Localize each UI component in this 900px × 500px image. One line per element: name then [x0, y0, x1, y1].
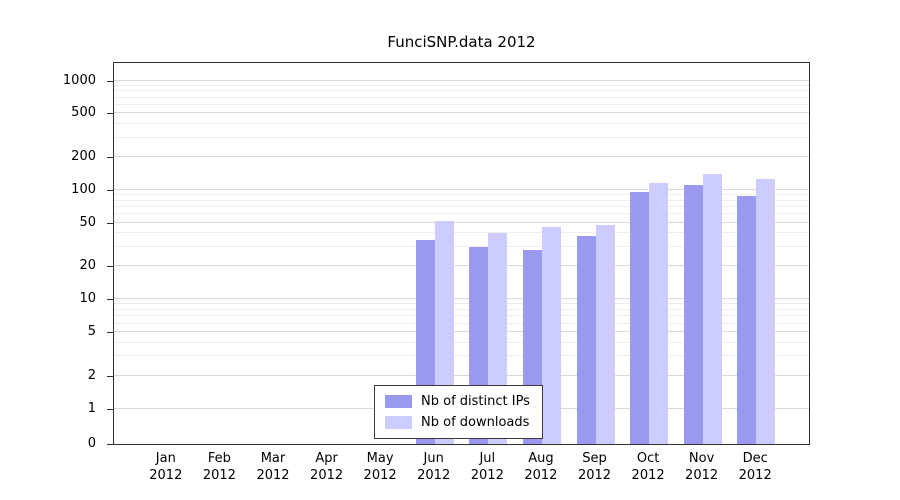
- y-tick-mark: [107, 332, 113, 334]
- y-tick-label: 50: [79, 214, 96, 230]
- y-tick-label: 100: [71, 181, 96, 197]
- bar-distinct-ips: [737, 195, 757, 444]
- chart-title: FunciSNP.data 2012: [387, 33, 536, 51]
- x-tick-label: Mar 2012: [256, 451, 290, 483]
- y-tick-mark: [107, 408, 113, 410]
- y-tick-label: 1: [87, 400, 96, 416]
- gridline: [114, 84, 809, 86]
- y-tick-label: 1000: [62, 72, 96, 88]
- gridline: [114, 123, 809, 124]
- y-tick-mark: [107, 299, 113, 301]
- y-tick-mark: [107, 157, 113, 158]
- gridline: [114, 136, 809, 138]
- y-tick-label: 5: [87, 324, 96, 340]
- x-tick-label: Jul 2012: [470, 451, 504, 483]
- legend-item-distinct-ips: Nb of distinct IPs: [385, 394, 530, 409]
- gridline: [114, 90, 809, 92]
- y-tick-mark: [107, 80, 113, 82]
- bar-distinct-ips: [576, 235, 596, 444]
- bar-downloads: [595, 224, 615, 444]
- gridline: [114, 112, 809, 114]
- y-tick-mark: [107, 189, 113, 191]
- y-tick-mark: [107, 375, 113, 377]
- x-tick-label: Aug 2012: [524, 451, 558, 483]
- y-tick-label: 200: [71, 149, 96, 164]
- gridline: [114, 79, 809, 81]
- gridline: [114, 156, 809, 157]
- x-tick-label: Jun 2012: [417, 451, 451, 483]
- gridline: [114, 103, 809, 105]
- bar-distinct-ips: [630, 192, 649, 444]
- plot-area: Nb of distinct IPs Nb of downloads: [113, 62, 810, 445]
- y-tick-label: 2: [87, 367, 96, 383]
- legend-swatch-downloads: [385, 416, 412, 429]
- x-tick-label: Jan 2012: [149, 451, 183, 483]
- x-tick-label: Apr 2012: [310, 451, 344, 483]
- legend-label-downloads: Nb of downloads: [421, 415, 530, 430]
- x-tick-label: Nov 2012: [685, 451, 719, 483]
- y-axis: 0 1 2 5 10 20 50 100 200 500 1000: [0, 62, 113, 451]
- bar-downloads: [756, 179, 776, 444]
- bar-distinct-ips: [683, 185, 703, 444]
- y-tick-mark: [107, 113, 113, 115]
- bar-downloads: [649, 183, 668, 444]
- x-tick-label: Feb 2012: [202, 451, 236, 483]
- y-tick-label: 0: [87, 436, 96, 451]
- x-tick-label: Dec 2012: [738, 451, 772, 483]
- bar-downloads: [541, 226, 561, 444]
- x-tick-label: Sep 2012: [577, 451, 612, 483]
- bar-downloads: [702, 173, 722, 444]
- gridline: [114, 96, 809, 98]
- legend-swatch-ips: [385, 395, 412, 408]
- legend: Nb of distinct IPs Nb of downloads: [374, 385, 543, 439]
- x-axis: Jan 2012 Feb 2012 Mar 2012 Apr 2012 May 2012 Jun 20…: [113, 451, 810, 491]
- x-tick-label: Oct 2012: [631, 451, 665, 483]
- legend-item-downloads: Nb of downloads: [385, 415, 530, 430]
- y-tick-mark: [107, 222, 113, 224]
- legend-label-ips: Nb of distinct IPs: [421, 394, 530, 409]
- y-tick-label: 500: [71, 105, 96, 121]
- y-tick-mark: [107, 444, 113, 445]
- y-tick-mark: [107, 266, 113, 268]
- x-tick-label: May 2012: [363, 451, 397, 483]
- y-tick-label: 10: [79, 291, 96, 307]
- y-tick-label: 20: [79, 258, 96, 274]
